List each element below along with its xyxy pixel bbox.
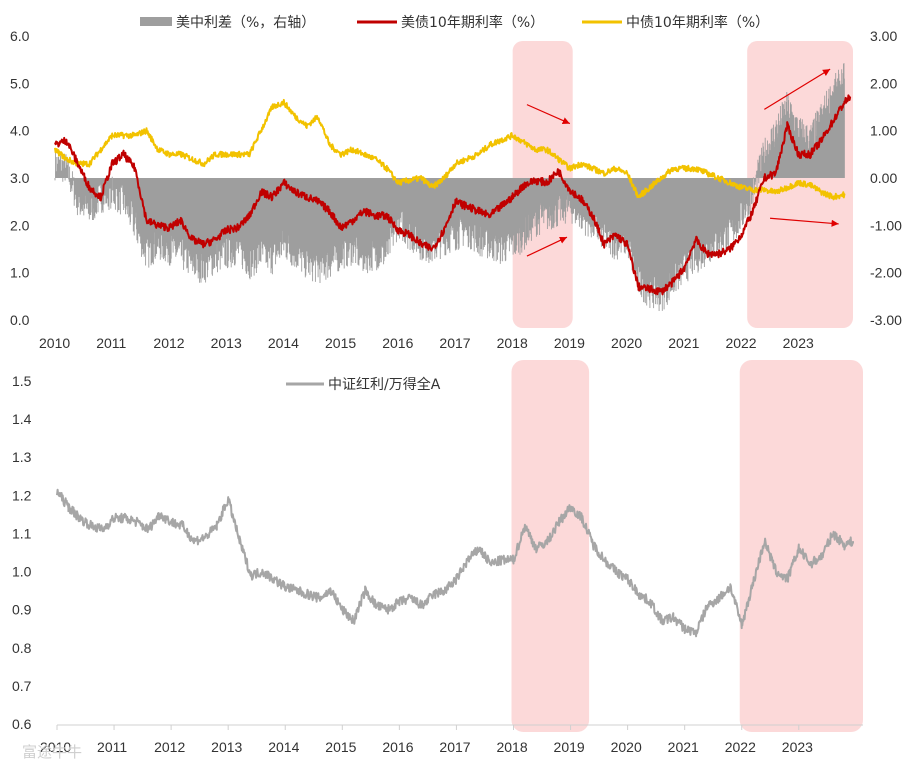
bottom-axes: 2010 2011 2012 2013 2014 2015 2016 2017 2018 2019…: [12, 373, 863, 755]
x-tick-top-8: 2018: [497, 335, 528, 351]
x-tick-bottom-3: 2013: [211, 739, 242, 755]
y-tick-bottom-7: 1.3: [12, 449, 32, 465]
top-lines: [54, 94, 852, 296]
x-tick-bottom-2: 2012: [154, 739, 185, 755]
y-tick-left-1: 1.0: [10, 265, 30, 281]
y-tick-left-5: 5.0: [10, 75, 30, 91]
y-tick-bottom-9: 1.5: [12, 373, 32, 389]
y-tick-bottom-5: 1.1: [12, 525, 32, 541]
y-tick-bottom-8: 1.4: [12, 411, 32, 427]
line-cn-10y: [54, 98, 846, 201]
y-tick-right-6: 3.00: [870, 28, 897, 44]
highlight-box-bottom-1: [739, 360, 863, 732]
y-tick-bottom-0: 0.6: [12, 716, 32, 732]
trend-arrow-1: [526, 236, 568, 257]
bottom-lines: [56, 488, 854, 638]
spread-bar-marks: [54, 63, 845, 311]
x-tick-top-1: 2011: [96, 335, 126, 351]
y-tick-bottom-2: 0.8: [12, 640, 32, 656]
y-tick-left-4: 4.0: [10, 123, 30, 139]
y-tick-bottom-1: 0.7: [12, 678, 32, 694]
bottom-highlights: [511, 360, 863, 732]
legend-label-ratio: 中证红利/万得全A: [328, 376, 441, 393]
y-tick-left-0: 0.0: [10, 312, 30, 328]
legend-swatch-spread: [140, 17, 172, 26]
legend-label-cn: 中债10年期利率（%）: [626, 14, 769, 31]
y-tick-bottom-3: 0.9: [12, 602, 32, 618]
x-tick-top-2: 2012: [153, 335, 184, 351]
x-tick-bottom-8: 2018: [496, 739, 527, 755]
spread-bars: [54, 63, 845, 311]
x-tick-bottom-7: 2017: [439, 739, 470, 755]
x-tick-bottom-12: 2022: [725, 739, 756, 755]
x-tick-bottom-13: 2023: [782, 739, 813, 755]
y-tick-right-4: 1.00: [870, 123, 897, 139]
trend-arrow-2: [764, 68, 831, 110]
x-tick-bottom-9: 2019: [554, 739, 585, 755]
x-tick-top-3: 2013: [211, 335, 242, 351]
legend-label-spread: 美中利差（%，右轴）: [176, 15, 315, 31]
x-tick-bottom-6: 2016: [382, 739, 413, 755]
top-arrows: [526, 68, 839, 257]
x-tick-bottom-4: 2014: [268, 739, 299, 755]
y-tick-right-0: -3.00: [870, 312, 902, 328]
x-tick-top-11: 2021: [668, 335, 699, 351]
x-tick-top-5: 2015: [325, 335, 356, 351]
y-tick-bottom-4: 1.0: [12, 564, 32, 580]
y-tick-bottom-6: 1.2: [12, 487, 32, 503]
legend-label-us: 美债10年期利率（%）: [401, 14, 544, 31]
x-tick-top-4: 2014: [268, 335, 299, 351]
y-tick-left-3: 3.0: [10, 170, 30, 186]
y-tick-right-2: -1.00: [870, 217, 902, 233]
y-tick-right-3: 0.00: [870, 170, 897, 186]
x-tick-bottom-5: 2015: [325, 739, 356, 755]
bottom-legend: 中证红利/万得全A: [286, 376, 441, 393]
x-tick-top-10: 2020: [611, 335, 642, 351]
y-tick-left-6: 6.0: [10, 28, 30, 44]
y-tick-right-5: 2.00: [870, 75, 897, 91]
y-tick-right-1: -2.00: [870, 265, 902, 281]
x-tick-top-12: 2022: [725, 335, 756, 351]
x-tick-top-0: 2010: [39, 335, 70, 351]
trend-arrow-3: [770, 217, 839, 227]
top-legend: 美中利差（%，右轴） 美债10年期利率（%） 中债10年期利率（%）: [140, 14, 769, 31]
x-tick-bottom-10: 2020: [611, 739, 642, 755]
trend-arrow-0: [526, 104, 571, 125]
x-tick-bottom-11: 2021: [668, 739, 699, 755]
highlight-box-bottom-0: [511, 360, 590, 732]
x-tick-top-6: 2016: [382, 335, 413, 351]
top-axes: 0.0 1.0 2.0 3.0 4.0 5.0 6.0 -3.00 -2.00 -1.00 0.00…: [10, 28, 902, 351]
x-tick-bottom-0: 2010: [40, 739, 71, 755]
line-dividend-ratio: [56, 488, 854, 638]
x-tick-top-13: 2023: [783, 335, 814, 351]
bottom-chart: 2010 2011 2012 2013 2014 2015 2016 2017 2018 2019…: [12, 360, 863, 755]
x-tick-top-9: 2019: [554, 335, 585, 351]
top-chart: 0.0 1.0 2.0 3.0 4.0 5.0 6.0 -3.00 -2.00 -1.00 0.00…: [10, 14, 902, 351]
line-us-10y: [54, 94, 852, 296]
x-tick-top-7: 2017: [439, 335, 470, 351]
x-tick-bottom-1: 2011: [97, 739, 127, 755]
watermark-text: 富途牛牛: [22, 743, 82, 761]
y-tick-left-2: 2.0: [10, 217, 30, 233]
